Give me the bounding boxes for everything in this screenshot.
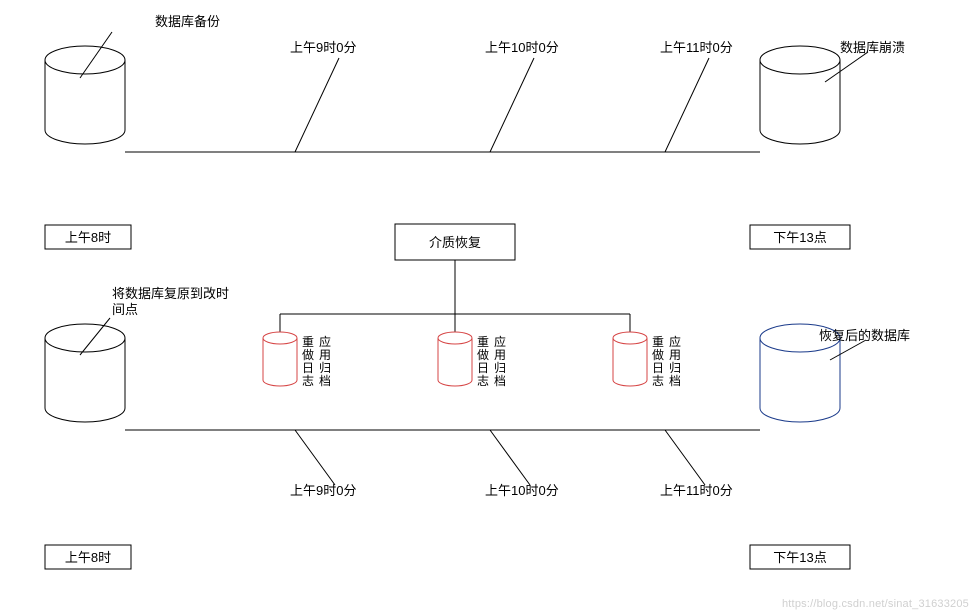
redo-log-cylinder-0 (263, 332, 297, 386)
redo-log-label-a-0: 重做日志 (302, 335, 314, 388)
redo-log-label-b-0: 应用归档 (319, 334, 331, 388)
db-backup-cylinder (45, 46, 125, 144)
bottom-tick-label-0: 上午9时0分 (290, 483, 356, 498)
redo-log-label-a-1: 重做日志 (477, 335, 489, 388)
bottom-left-time-box-text: 上午8时 (65, 550, 111, 565)
db-crash-cylinder (760, 46, 840, 144)
redo-log-label-a-2: 重做日志 (652, 335, 664, 388)
label-db-after-recovery: 恢复后的数据库 (819, 328, 910, 343)
redo-log-cylinder-2 (613, 332, 647, 386)
redo-log-label-b-2: 应用归档 (669, 334, 681, 388)
label-restore-point-1: 将数据库复原到改时 (112, 286, 229, 301)
redo-log-label-b-1: 应用归档 (494, 334, 506, 388)
top-tick-label-0: 上午9时0分 (290, 40, 356, 55)
bottom-tick-label-1: 上午10时0分 (485, 483, 559, 498)
watermark-text: https://blog.csdn.net/sinat_31633205 (782, 598, 969, 610)
label-restore-point-2: 间点 (112, 302, 138, 317)
bottom-right-time-box-text: 下午13点 (773, 550, 826, 565)
top-tick-label-2: 上午11时0分 (660, 40, 733, 55)
redo-log-cylinder-1 (438, 332, 472, 386)
media-recovery-box-text: 介质恢复 (429, 235, 481, 250)
label-db-backup: 数据库备份 (155, 14, 220, 29)
bottom-tick-label-2: 上午11时0分 (660, 483, 733, 498)
top-tick-label-1: 上午10时0分 (485, 40, 559, 55)
top-left-time-box-text: 上午8时 (65, 230, 111, 245)
diagram-canvas: 数据库备份数据库崩溃上午9时0分上午10时0分上午11时0分上午8时下午13点介… (0, 0, 975, 614)
label-db-crash: 数据库崩溃 (840, 40, 905, 55)
db-restored-point-cylinder (45, 324, 125, 422)
top-right-time-box-text: 下午13点 (773, 230, 826, 245)
